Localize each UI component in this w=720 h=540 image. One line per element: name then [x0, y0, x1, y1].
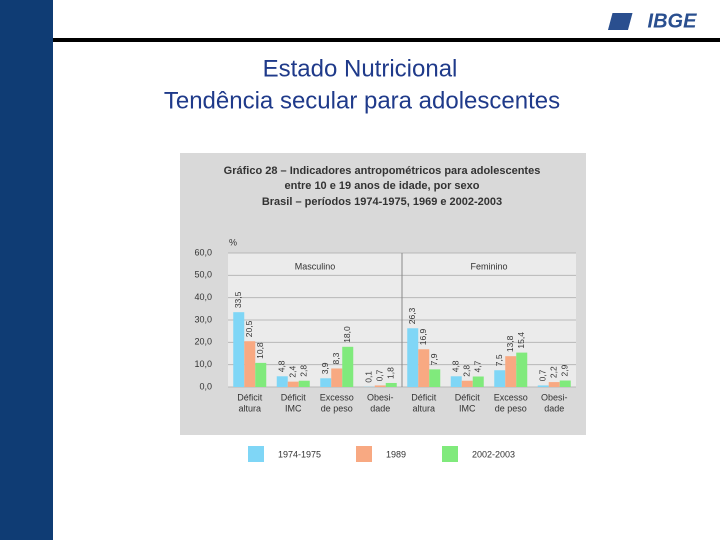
logo-icon — [607, 13, 633, 30]
chart-title: entre 10 e 19 anos de idade, por sexo — [284, 180, 479, 192]
group-label: Masculino — [295, 261, 336, 271]
legend-swatch — [442, 446, 458, 462]
legend-label: 1989 — [386, 449, 406, 459]
x-tick-label: de peso — [321, 403, 353, 413]
legend-swatch — [356, 446, 372, 462]
logo: IBGE — [648, 10, 698, 32]
bar — [298, 380, 310, 387]
x-tick-label: altura — [238, 403, 261, 413]
bar — [320, 378, 332, 387]
bar — [505, 356, 517, 387]
bar — [255, 362, 267, 387]
slide-title: Estado Nutricional — [263, 55, 458, 82]
x-tick-label: dade — [370, 403, 390, 413]
bar — [516, 352, 528, 387]
x-tick-label: de peso — [495, 403, 527, 413]
value-label: 13,8 — [505, 335, 515, 352]
value-label: 8,3 — [331, 352, 341, 364]
legend-label: 2002-2003 — [472, 449, 515, 459]
x-tick-label: Déficit — [237, 392, 263, 402]
value-label: 0,7 — [538, 369, 548, 381]
x-tick-label: Déficit — [281, 392, 307, 402]
x-tick-label: Excesso — [320, 392, 354, 402]
value-label: 2,9 — [560, 364, 570, 376]
value-label: 0,1 — [364, 371, 374, 383]
value-label: 20,5 — [244, 320, 254, 337]
value-label: 26,3 — [407, 307, 417, 324]
y-tick-label: 20,0 — [194, 337, 212, 347]
value-label: 7,5 — [494, 354, 504, 366]
value-label: 2,4 — [288, 366, 298, 378]
bar — [233, 312, 245, 387]
legend-label: 1974-1975 — [278, 449, 321, 459]
value-label: 15,4 — [516, 332, 526, 349]
bar — [276, 376, 288, 387]
chart-title: Brasil – períodos 1974-1975, 1969 e 2002… — [262, 196, 502, 208]
x-tick-label: Obesi- — [541, 392, 568, 402]
y-tick-label: 50,0 — [194, 270, 212, 280]
value-label: 4,8 — [451, 360, 461, 372]
value-label: 18,0 — [342, 326, 352, 343]
bar — [407, 328, 419, 387]
bar — [287, 381, 299, 387]
bar — [494, 370, 506, 387]
side-bar — [0, 0, 53, 540]
value-label: 16,9 — [418, 328, 428, 345]
value-label: 7,9 — [429, 353, 439, 365]
x-tick-label: Excesso — [494, 392, 528, 402]
x-tick-label: Déficit — [455, 392, 481, 402]
bar — [472, 376, 484, 387]
value-label: 33,5 — [233, 291, 243, 308]
value-label: 2,2 — [549, 366, 559, 378]
bar — [461, 380, 473, 387]
value-label: 2,8 — [299, 365, 309, 377]
value-label: 0,7 — [375, 369, 385, 381]
bar — [331, 368, 343, 387]
x-tick-label: Déficit — [411, 392, 437, 402]
bar — [429, 369, 441, 387]
y-axis-label: % — [229, 237, 237, 247]
top-rule — [53, 38, 720, 42]
bar — [537, 385, 549, 387]
bar — [548, 382, 560, 387]
y-tick-label: 60,0 — [194, 247, 212, 257]
y-tick-label: 0,0 — [199, 381, 212, 391]
slide-title: Tendência secular para adolescentes — [164, 87, 560, 114]
chart-title: Gráfico 28 – Indicadores antropométricos… — [224, 165, 541, 177]
bar — [450, 376, 462, 387]
group-label: Feminino — [470, 261, 507, 271]
y-tick-label: 10,0 — [194, 359, 212, 369]
bar — [385, 382, 397, 387]
bar — [244, 341, 256, 387]
x-tick-label: dade — [544, 403, 564, 413]
value-label: 4,7 — [473, 360, 483, 372]
x-tick-label: IMC — [459, 403, 476, 413]
value-label: 10,8 — [255, 342, 265, 359]
value-label: 3,9 — [320, 362, 330, 374]
x-tick-label: Obesi- — [367, 392, 394, 402]
bar — [374, 385, 386, 387]
value-label: 2,8 — [462, 365, 472, 377]
y-tick-label: 40,0 — [194, 292, 212, 302]
value-label: 1,8 — [386, 367, 396, 379]
legend-swatch — [248, 446, 264, 462]
x-tick-label: altura — [412, 403, 435, 413]
value-label: 4,8 — [277, 360, 287, 372]
bar — [559, 380, 571, 387]
bar — [342, 346, 354, 387]
bar — [418, 349, 430, 387]
y-tick-label: 30,0 — [194, 314, 212, 324]
x-tick-label: IMC — [285, 403, 302, 413]
